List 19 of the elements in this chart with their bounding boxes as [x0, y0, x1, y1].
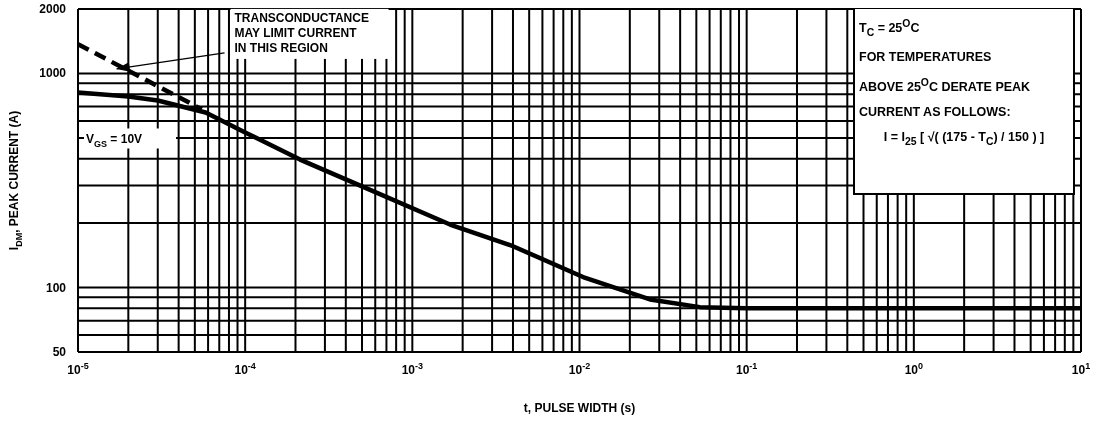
annotation: T$_{C}$ = 25$^{O}$C — [859, 17, 921, 40]
annotation: I = I$_{25}$ [ √( (175 - T$_{C}$) / 150 ) ] — [882, 128, 1046, 149]
annotation: ABOVE 25$^{O}$C DERATE PEAK — [859, 75, 1032, 96]
x-tick-label: 10$^{-3}$ — [401, 361, 424, 377]
y-tick-label: 100 — [45, 280, 67, 295]
annotation: FOR TEMPERATURES — [859, 48, 993, 66]
x-tick-label: 10$^{-4}$ — [234, 361, 256, 377]
y-tick-label: 1000 — [39, 66, 67, 81]
x-tick-label: 10$^{-1}$ — [735, 361, 758, 377]
y-tick-label: 50 — [52, 345, 67, 359]
x-axis-title: t, PULSE WIDTH (s) — [523, 401, 636, 415]
text: V$_{GS}$ = 10V — [86, 132, 143, 150]
x-tick-label: 10$^{-5}$ — [67, 361, 89, 377]
x-tick-label: 10$^{-2}$ — [568, 361, 591, 377]
y-tick-label: 2000 — [39, 2, 67, 16]
x-tick-label: 10$^{1}$ — [1071, 361, 1091, 377]
annotation: CURRENT AS FOLLOWS: — [859, 103, 1012, 121]
x-tick-label: 10$^{0}$ — [904, 361, 924, 377]
annotation: TRANSCONDUCTANCE MAY LIMIT CURRENT IN THIS REGION — [234, 10, 369, 55]
